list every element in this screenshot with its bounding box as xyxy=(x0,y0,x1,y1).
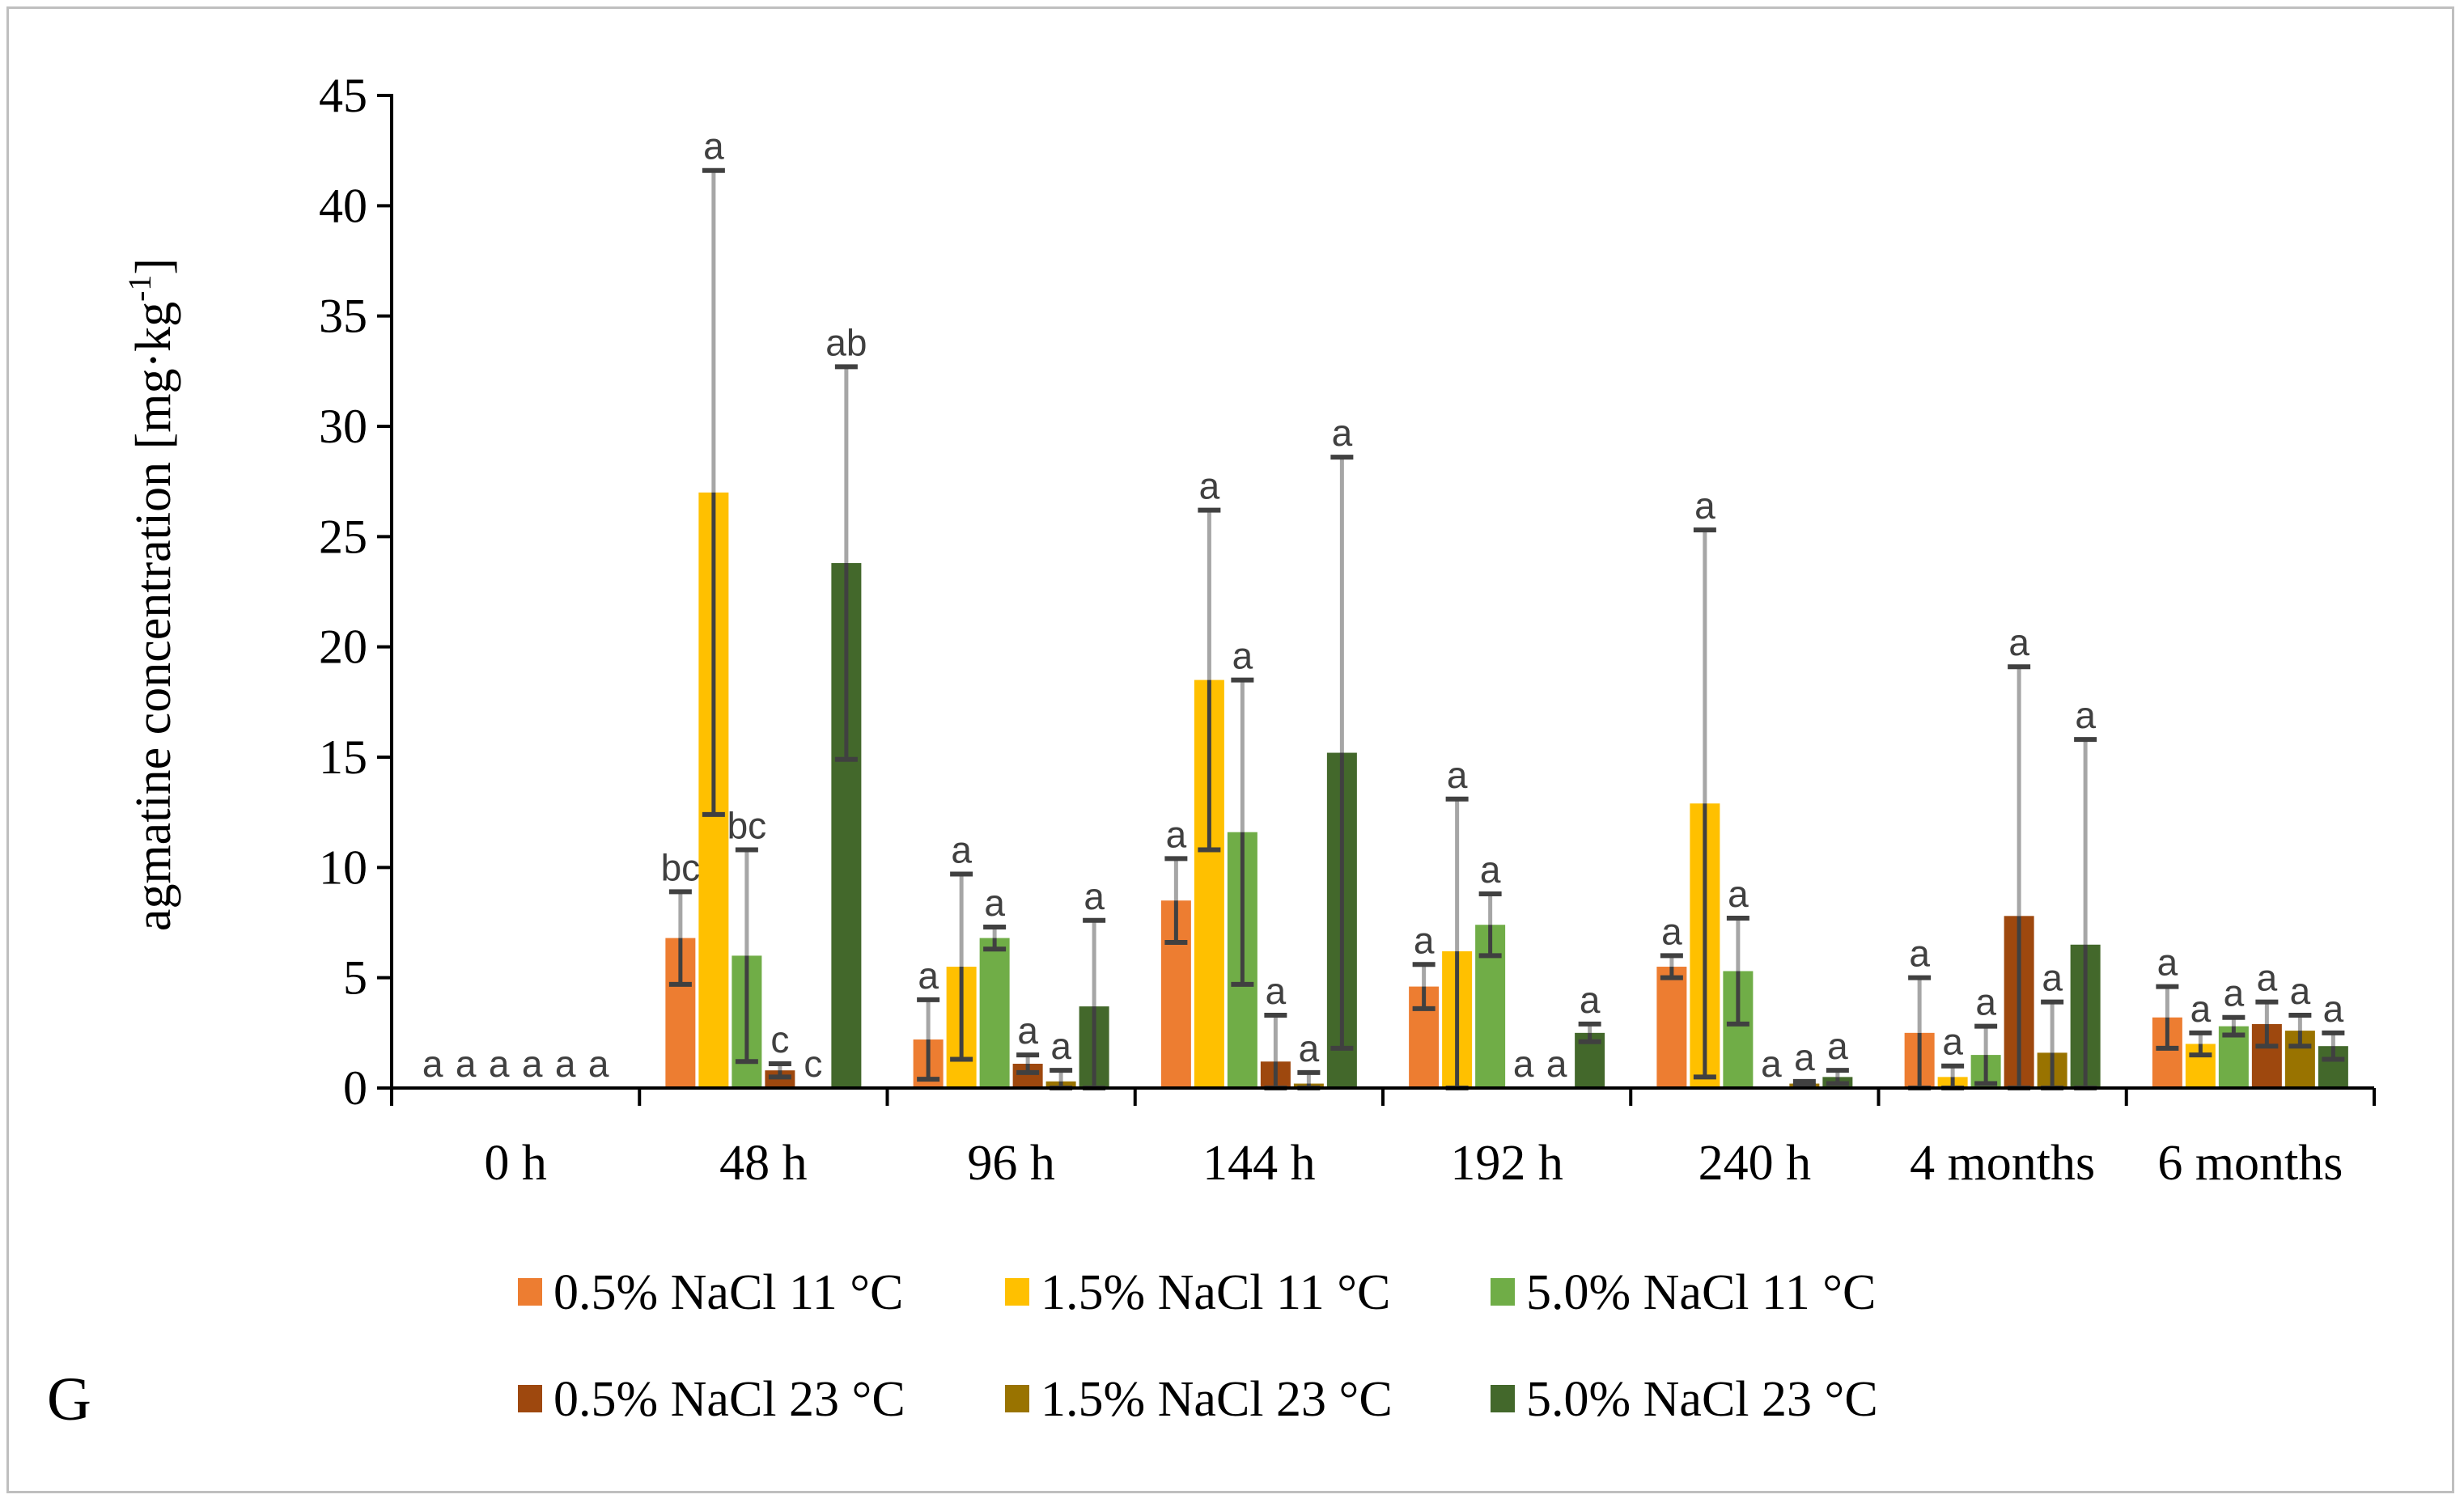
x-tick-label: 0 h xyxy=(484,1136,547,1191)
legend-swatch xyxy=(1005,1278,1029,1306)
significance-letter: a xyxy=(1580,979,1601,1021)
legend-label: 5.0% NaCl 23 °C xyxy=(1526,1372,1878,1427)
significance-letter: a xyxy=(1266,970,1287,1012)
significance-letter: a xyxy=(1447,754,1468,796)
chart-frame xyxy=(6,6,2454,1493)
bar xyxy=(1656,967,1687,1088)
significance-letter: bc xyxy=(661,846,701,888)
legend-label: 1.5% NaCl 11 °C xyxy=(1041,1265,1390,1320)
significance-letter: a xyxy=(1942,1021,1963,1063)
x-tick-label: 240 h xyxy=(1699,1136,1812,1191)
significance-letter: a xyxy=(2257,957,2278,999)
significance-letter: a xyxy=(2075,694,2096,736)
legend-swatch xyxy=(1005,1385,1029,1412)
significance-letter: a xyxy=(1827,1025,1848,1067)
significance-letter: a xyxy=(555,1043,576,1085)
significance-letter: a xyxy=(1909,933,1930,975)
x-tick-label: 6 months xyxy=(2157,1136,2343,1191)
significance-letter: a xyxy=(1513,1043,1534,1085)
significance-letter: a xyxy=(2323,988,2344,1030)
y-tick-label: 30 xyxy=(319,400,367,453)
significance-letter: a xyxy=(456,1043,477,1085)
significance-letter: a xyxy=(1480,849,1501,891)
significance-letter: a xyxy=(1694,485,1715,527)
significance-letter: a xyxy=(422,1043,443,1085)
significance-letter: a xyxy=(703,125,724,167)
legend-swatch xyxy=(518,1385,542,1412)
bar xyxy=(979,938,1010,1088)
x-tick-label: 144 h xyxy=(1202,1136,1316,1191)
significance-letter: c xyxy=(770,1018,789,1061)
legend-swatch xyxy=(518,1278,542,1306)
y-tick-label: 0 xyxy=(343,1061,367,1115)
significance-letter: a xyxy=(1017,1010,1038,1052)
significance-letter: a xyxy=(2042,957,2063,999)
y-tick-label: 5 xyxy=(343,951,367,1005)
x-tick-label: 48 h xyxy=(719,1136,808,1191)
panel-label: G xyxy=(47,1365,91,1433)
legend: 0.5% NaCl 11 °C 1.5% NaCl 11 °C 5.0% NaCl … xyxy=(518,1265,1878,1427)
x-tick-labels: 0 h 48 h 96 h 144 h 192 h 240 h 4 months 6 mont… xyxy=(484,1136,2343,1191)
significance-letter: a xyxy=(951,829,972,871)
legend-label: 5.0% NaCl 11 °C xyxy=(1526,1265,1876,1320)
significance-letter: a xyxy=(2157,942,2178,984)
y-tick-label: 45 xyxy=(319,69,367,122)
significance-letter: a xyxy=(1414,919,1435,961)
x-tick-label: 96 h xyxy=(967,1136,1055,1191)
significance-letter: a xyxy=(1299,1027,1320,1069)
legend-swatch xyxy=(1491,1278,1515,1306)
significance-letter: a xyxy=(918,955,939,997)
significance-letter: a xyxy=(1332,412,1353,454)
significance-letter: a xyxy=(1661,910,1682,952)
significance-letter: ab xyxy=(825,321,867,363)
axes xyxy=(377,94,2376,1106)
significance-letter: a xyxy=(588,1043,609,1085)
y-tick-label: 25 xyxy=(319,510,367,563)
significance-letter: a xyxy=(2224,972,2245,1014)
x-tick-label: 192 h xyxy=(1450,1136,1563,1191)
y-tick-labels: 0 5 10 15 20 25 30 35 40 45 xyxy=(319,69,367,1115)
significance-letter: a xyxy=(1199,465,1220,507)
significance-letter: c xyxy=(804,1043,822,1085)
significance-letter: a xyxy=(1084,875,1105,917)
significance-letter: a xyxy=(1166,813,1187,855)
significance-letter: a xyxy=(1975,981,1996,1023)
significance-letter: a xyxy=(2008,621,2029,663)
y-axis-title: agmatine concentration [mg·kg-1] xyxy=(121,258,181,931)
significance-letter: a xyxy=(984,882,1005,924)
y-tick-label: 15 xyxy=(319,730,367,784)
significance-letter: a xyxy=(1232,635,1253,677)
significance-letter: bc xyxy=(727,805,767,847)
significance-letter: a xyxy=(489,1043,510,1085)
y-tick-label: 10 xyxy=(319,840,367,894)
significance-letter: a xyxy=(1794,1036,1815,1078)
significance-letter: a xyxy=(522,1043,543,1085)
significance-letter: a xyxy=(1546,1043,1567,1085)
significance-letter: a xyxy=(1761,1043,1782,1085)
legend-label: 0.5% NaCl 23 °C xyxy=(553,1372,905,1427)
legend-swatch xyxy=(1491,1385,1515,1412)
significance-letter: a xyxy=(1728,873,1749,915)
error-bars xyxy=(668,167,2345,1090)
y-tick-label: 35 xyxy=(319,290,367,343)
legend-label: 0.5% NaCl 11 °C xyxy=(553,1265,903,1320)
y-tick-label: 40 xyxy=(319,179,367,232)
significance-letter: a xyxy=(1050,1025,1071,1067)
significance-letter: a xyxy=(2190,988,2212,1030)
significance-letter: a xyxy=(2290,970,2311,1012)
legend-label: 1.5% NaCl 23 °C xyxy=(1041,1372,1393,1427)
y-tick-label: 20 xyxy=(319,620,367,674)
x-tick-label: 4 months xyxy=(1910,1136,2095,1191)
